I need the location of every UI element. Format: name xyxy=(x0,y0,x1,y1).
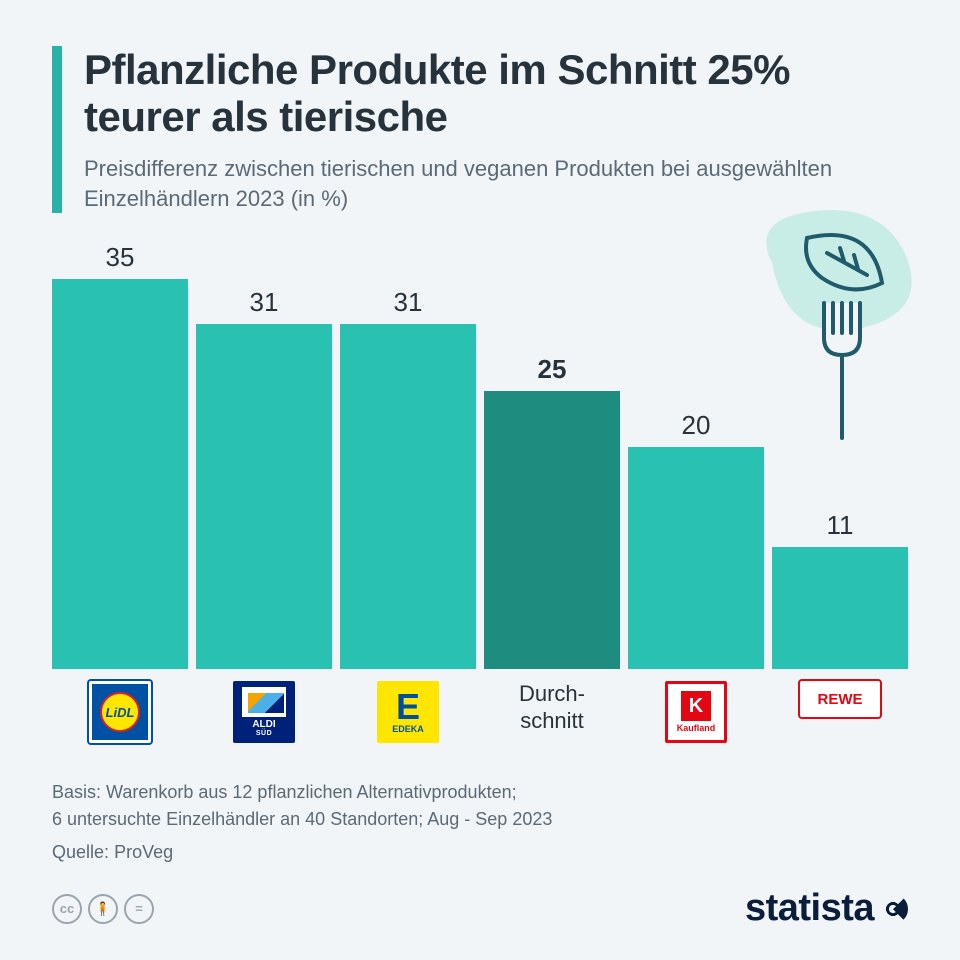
bar xyxy=(484,391,620,670)
bar-value: 35 xyxy=(106,242,135,273)
bar-column: 11 xyxy=(772,510,908,670)
cc-icon: cc xyxy=(52,894,82,924)
chart-source: Quelle: ProVeg xyxy=(52,842,908,863)
kaufland-logo: KKaufland xyxy=(665,681,727,743)
x-axis: LiDL ALDISÜD EEDEKA Durch-schnitt KKaufland R… xyxy=(52,681,908,757)
bar-column: 20 xyxy=(628,410,764,670)
chart-area: 35 31 31 25 20 11 LiDL ALDISÜD EEDEKA Durch-schn… xyxy=(52,239,908,757)
statista-logo: statista xyxy=(745,887,908,930)
bar xyxy=(628,447,764,670)
lidl-logo: LiDL xyxy=(89,681,151,743)
edeka-logo: EEDEKA xyxy=(377,681,439,743)
x-axis-item: EEDEKA xyxy=(340,681,476,757)
rewe-logo: REWE xyxy=(800,681,880,717)
bar xyxy=(196,324,332,669)
x-axis-item: Durch-schnitt xyxy=(484,681,620,757)
bar-value: 31 xyxy=(394,287,423,318)
bar-value: 11 xyxy=(827,510,854,541)
x-axis-item: LiDL xyxy=(52,681,188,757)
bar-value: 31 xyxy=(250,287,279,318)
chart-footnote: Basis: Warenkorb aus 12 pflanzlichen Alt… xyxy=(52,779,908,831)
x-axis-item: ALDISÜD xyxy=(196,681,332,757)
bar-chart: 35 31 31 25 20 11 xyxy=(52,239,908,669)
bar-value: 25 xyxy=(538,354,567,385)
chart-header: Pflanzliche Produkte im Schnitt 25% teur… xyxy=(52,46,908,213)
chart-subtitle: Preisdifferenz zwischen tierischen und v… xyxy=(84,154,908,213)
bar-column: 35 xyxy=(52,242,188,669)
bar-value: 20 xyxy=(682,410,711,441)
aldi-logo: ALDISÜD xyxy=(233,681,295,743)
by-icon: 🧍 xyxy=(88,894,118,924)
x-axis-item: REWE xyxy=(772,681,908,757)
bar-column: 31 xyxy=(196,287,332,669)
bar xyxy=(772,547,908,670)
bar xyxy=(52,279,188,669)
bar-column: 31 xyxy=(340,287,476,669)
footer: cc 🧍 = statista xyxy=(52,887,908,930)
bar-column: 25 xyxy=(484,354,620,670)
axis-text-label: Durch-schnitt xyxy=(519,681,585,734)
x-axis-item: KKaufland xyxy=(628,681,764,757)
bar xyxy=(340,324,476,669)
accent-bar xyxy=(52,46,62,213)
cc-license-icons: cc 🧍 = xyxy=(52,894,154,924)
chart-title: Pflanzliche Produkte im Schnitt 25% teur… xyxy=(84,46,908,140)
nd-icon: = xyxy=(124,894,154,924)
